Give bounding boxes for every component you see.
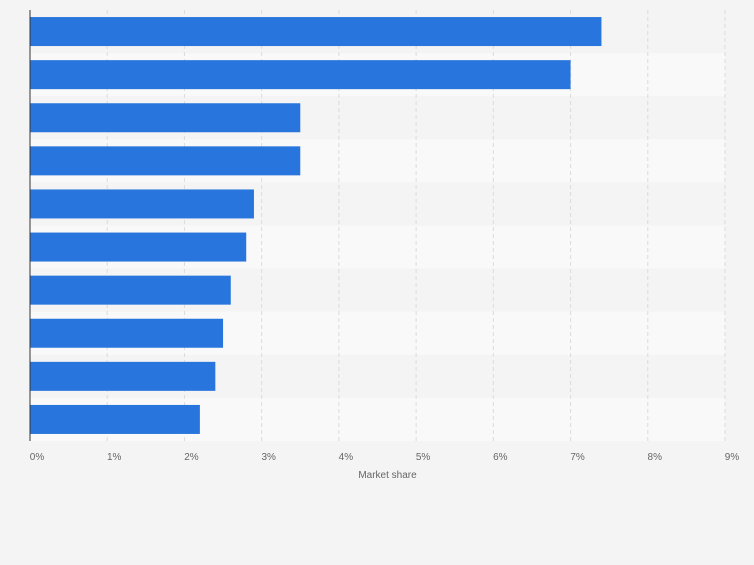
x-tick-label: 6%	[493, 452, 508, 463]
bar[interactable]	[30, 318, 224, 348]
x-tick-label: 3%	[261, 452, 276, 463]
x-tick-label: 5%	[416, 452, 431, 463]
x-tick-label: 0%	[30, 452, 45, 463]
x-tick-label: 1%	[107, 452, 122, 463]
bar[interactable]	[30, 60, 571, 90]
x-tick-label: 4%	[339, 452, 354, 463]
x-tick-label: 9%	[725, 452, 740, 463]
bar[interactable]	[30, 17, 602, 47]
x-axis-label: Market share	[358, 470, 417, 481]
bar[interactable]	[30, 275, 231, 305]
x-tick-label: 7%	[570, 452, 585, 463]
bar[interactable]	[30, 103, 301, 133]
bar[interactable]	[30, 189, 254, 219]
bar[interactable]	[30, 232, 247, 262]
bar[interactable]	[30, 404, 200, 434]
bar[interactable]	[30, 146, 301, 176]
bar[interactable]	[30, 361, 216, 391]
x-tick-label: 8%	[648, 452, 663, 463]
x-tick-label: 2%	[184, 452, 199, 463]
